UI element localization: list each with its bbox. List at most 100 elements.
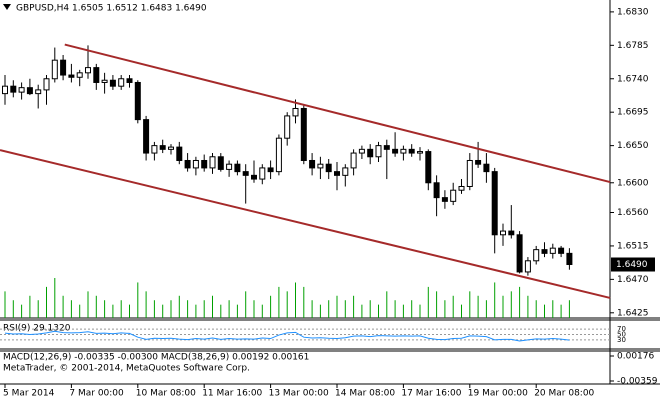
candle-body bbox=[408, 148, 415, 154]
rsi-tick-label: 70 bbox=[617, 325, 626, 333]
candle-body bbox=[342, 167, 349, 176]
candle-body bbox=[143, 119, 150, 154]
candle-body bbox=[375, 145, 382, 158]
x-tick-label: 5 Mar 2014 bbox=[3, 389, 55, 399]
candle-body bbox=[334, 171, 340, 176]
y-tick-label: 1.6600 bbox=[617, 178, 649, 188]
candle-body bbox=[558, 247, 565, 254]
candle-body bbox=[300, 107, 307, 161]
x-tick-label: 20 Mar 08:00 bbox=[534, 389, 594, 399]
candle-body bbox=[309, 159, 316, 169]
trendline bbox=[64, 43, 611, 184]
candle-body bbox=[475, 159, 482, 165]
candle-body bbox=[226, 163, 233, 170]
y-tick-label: 1.6425 bbox=[617, 308, 649, 318]
candle-body bbox=[350, 152, 357, 169]
candle-body bbox=[251, 174, 257, 180]
candle-body bbox=[325, 163, 332, 173]
candle-body bbox=[26, 87, 33, 95]
candle-body bbox=[126, 78, 133, 83]
candle-body bbox=[85, 67, 91, 74]
candle-body bbox=[358, 148, 365, 154]
candle-body bbox=[491, 171, 498, 236]
candle-body bbox=[18, 87, 25, 93]
candle-body bbox=[118, 78, 125, 87]
candle-body bbox=[516, 234, 523, 273]
candle-body bbox=[134, 81, 141, 121]
candle-body bbox=[417, 151, 423, 154]
candle-body bbox=[242, 171, 249, 176]
candle-body bbox=[284, 115, 291, 139]
candle-body bbox=[176, 146, 183, 161]
x-tick-label: 7 Mar 00:00 bbox=[69, 389, 124, 399]
macd-tick-label: 0.00176 bbox=[617, 352, 654, 362]
candle-body bbox=[151, 145, 158, 154]
collapse-icon bbox=[3, 4, 11, 10]
candle-body bbox=[292, 107, 299, 117]
x-tick-label: 11 Mar 16:00 bbox=[202, 389, 262, 399]
y-tick-label: 1.6515 bbox=[617, 241, 649, 251]
candle-body bbox=[93, 67, 100, 83]
y-tick-label: 1.6740 bbox=[617, 74, 649, 84]
candle-body bbox=[259, 167, 266, 180]
candle-body bbox=[433, 182, 440, 199]
candle-body bbox=[43, 78, 50, 91]
candle-body bbox=[192, 159, 199, 169]
candle-body bbox=[217, 156, 224, 170]
candle-body bbox=[201, 159, 208, 169]
y-tick-label: 1.6785 bbox=[617, 41, 649, 51]
x-tick-label: 14 Mar 08:00 bbox=[335, 389, 395, 399]
y-tick-label: 1.6695 bbox=[617, 108, 649, 118]
candle-body bbox=[392, 148, 399, 154]
chart-title: GBPUSD,H4 1.6505 1.6512 1.6483 1.6490 bbox=[16, 4, 207, 14]
footer: MetaTrader, © 2001-2014, MetaQuotes Soft… bbox=[3, 364, 250, 374]
candle-body bbox=[483, 163, 490, 173]
candle-body bbox=[400, 148, 407, 154]
candle-body bbox=[101, 79, 108, 83]
macd-tick-label: -0.00359 bbox=[617, 377, 658, 387]
x-tick-label: 19 Mar 00:00 bbox=[468, 389, 528, 399]
candle-body bbox=[2, 85, 8, 95]
candle-body bbox=[35, 89, 42, 95]
y-tick-label: 1.6650 bbox=[617, 141, 649, 151]
x-tick-label: 13 Mar 00:00 bbox=[269, 389, 329, 399]
x-tick-label: 10 Mar 08:00 bbox=[136, 389, 196, 399]
candle-body bbox=[109, 79, 116, 87]
candle-body bbox=[184, 159, 191, 169]
candle-body bbox=[367, 148, 374, 158]
candle-body bbox=[168, 146, 174, 150]
rsi-label: RSI(9) 29.1320 bbox=[3, 324, 71, 334]
candle-body bbox=[317, 163, 324, 169]
candle-body bbox=[60, 59, 67, 76]
y-tick-label: 1.6830 bbox=[617, 7, 649, 17]
candle-body bbox=[159, 145, 166, 150]
candle-body bbox=[267, 167, 274, 173]
rsi-tick-label: 30 bbox=[617, 336, 626, 344]
rsi-tick-label: 50 bbox=[617, 331, 626, 339]
candle-body bbox=[51, 59, 58, 80]
candle-body bbox=[209, 156, 216, 169]
candle-body bbox=[533, 249, 540, 262]
candle-body bbox=[10, 85, 17, 93]
macd-label: MACD(12,26,9) -0.00335 -0.00300 MACD(38,… bbox=[3, 353, 309, 363]
candle-body bbox=[549, 247, 556, 254]
candle-body bbox=[275, 137, 282, 173]
candle-body bbox=[466, 159, 473, 187]
candle-body bbox=[76, 72, 83, 78]
candle-body bbox=[566, 252, 573, 266]
trendline bbox=[0, 149, 611, 299]
last-price-box bbox=[611, 257, 655, 272]
candle-body bbox=[508, 230, 515, 236]
y-tick-label: 1.6560 bbox=[617, 208, 649, 218]
y-tick-label: 1.6470 bbox=[617, 275, 649, 285]
candle-body bbox=[458, 185, 465, 191]
candle-body bbox=[383, 145, 390, 150]
candle-body bbox=[234, 163, 241, 173]
candle-body bbox=[541, 249, 548, 254]
candle-body bbox=[68, 74, 75, 78]
last-price-label: 1.6490 bbox=[616, 260, 648, 270]
candle-body bbox=[425, 151, 432, 184]
candle-body bbox=[450, 189, 457, 202]
x-tick-label: 17 Mar 16:00 bbox=[401, 389, 461, 399]
